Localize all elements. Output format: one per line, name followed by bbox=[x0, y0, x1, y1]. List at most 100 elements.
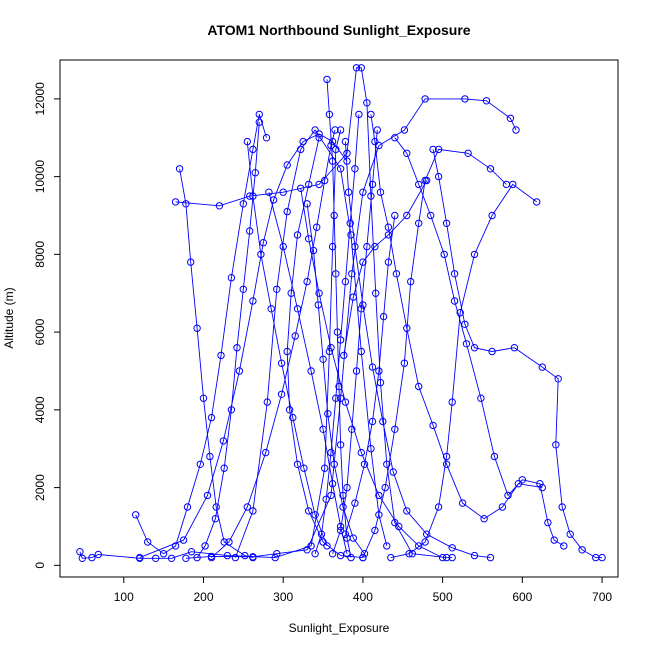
data-point bbox=[375, 511, 383, 519]
data-point bbox=[255, 110, 263, 119]
data-point bbox=[343, 550, 351, 558]
data-point bbox=[360, 550, 369, 558]
data-point bbox=[277, 390, 286, 398]
data-point bbox=[343, 483, 351, 492]
series-line bbox=[135, 114, 267, 555]
data-point bbox=[325, 110, 334, 119]
data-point bbox=[347, 231, 355, 239]
data-point bbox=[578, 546, 586, 554]
y-tick-label: 4000 bbox=[33, 396, 47, 423]
data-point bbox=[379, 312, 388, 321]
data-point bbox=[279, 188, 287, 196]
data-point bbox=[196, 460, 205, 468]
series-6 bbox=[182, 95, 520, 562]
data-point bbox=[303, 546, 311, 554]
data-point bbox=[78, 554, 87, 562]
data-point bbox=[429, 145, 437, 154]
data-point bbox=[448, 553, 456, 562]
data-point bbox=[303, 200, 311, 208]
data-point bbox=[220, 464, 228, 472]
data-point bbox=[289, 413, 297, 422]
data-point bbox=[348, 270, 356, 278]
data-point bbox=[328, 242, 337, 251]
data-point bbox=[352, 64, 361, 72]
data-point bbox=[387, 553, 395, 562]
data-point bbox=[285, 406, 294, 414]
data-point bbox=[357, 305, 365, 313]
data-point bbox=[343, 149, 351, 158]
data-point bbox=[283, 161, 291, 169]
data-point bbox=[332, 270, 340, 278]
data-point bbox=[207, 553, 216, 562]
data-point bbox=[352, 367, 361, 375]
series-23 bbox=[297, 184, 447, 562]
series-4 bbox=[171, 64, 456, 562]
data-point bbox=[392, 270, 401, 278]
data-point bbox=[488, 347, 496, 356]
data-point bbox=[367, 110, 375, 119]
y-tick-label: 10000 bbox=[33, 160, 47, 194]
data-point bbox=[391, 134, 399, 142]
data-point bbox=[293, 305, 302, 313]
data-point bbox=[171, 198, 180, 206]
data-point bbox=[405, 550, 413, 558]
data-point bbox=[132, 511, 140, 519]
data-point bbox=[341, 277, 350, 286]
series-20 bbox=[328, 126, 381, 558]
data-point bbox=[538, 363, 546, 371]
data-point bbox=[383, 542, 391, 550]
series-line bbox=[268, 192, 348, 554]
data-point bbox=[182, 200, 190, 208]
data-point bbox=[323, 542, 331, 550]
data-point bbox=[336, 336, 345, 344]
data-point bbox=[373, 126, 381, 134]
data-point bbox=[333, 328, 342, 336]
data-point bbox=[461, 95, 469, 103]
data-point bbox=[321, 176, 329, 185]
data-point bbox=[207, 413, 216, 422]
data-point bbox=[315, 130, 323, 138]
data-point bbox=[357, 64, 365, 72]
data-point bbox=[220, 538, 228, 546]
data-point bbox=[262, 134, 271, 142]
y-tick-label: 6000 bbox=[33, 318, 47, 345]
data-point bbox=[550, 536, 558, 544]
data-point bbox=[313, 223, 321, 231]
data-point bbox=[391, 518, 399, 527]
series-12 bbox=[341, 137, 495, 562]
data-point bbox=[395, 522, 403, 531]
data-point bbox=[442, 452, 451, 461]
x-tick-label: 700 bbox=[592, 590, 612, 604]
data-point bbox=[363, 242, 371, 251]
data-point bbox=[341, 137, 350, 146]
series-2 bbox=[132, 110, 271, 558]
data-point bbox=[375, 491, 383, 500]
data-point bbox=[351, 499, 359, 507]
series-line bbox=[139, 133, 348, 559]
data-point bbox=[159, 550, 168, 558]
x-tick-label: 200 bbox=[193, 590, 213, 604]
data-point bbox=[231, 553, 240, 562]
data-point bbox=[303, 277, 311, 286]
data-point bbox=[335, 382, 343, 391]
data-point bbox=[456, 309, 464, 317]
data-point bbox=[76, 548, 84, 556]
series-line bbox=[179, 168, 254, 559]
data-point bbox=[243, 503, 252, 511]
data-point bbox=[376, 188, 385, 196]
data-point bbox=[458, 499, 467, 507]
data-point bbox=[400, 359, 409, 367]
data-point bbox=[324, 410, 332, 418]
data-point bbox=[384, 258, 393, 266]
x-axis: 100 200 300 400 500 600 700 bbox=[114, 576, 612, 604]
data-point bbox=[327, 491, 335, 500]
data-point bbox=[518, 476, 526, 484]
data-point bbox=[305, 507, 313, 515]
series-24 bbox=[340, 176, 431, 360]
data-point bbox=[182, 554, 190, 562]
data-point bbox=[371, 526, 379, 535]
data-point bbox=[193, 553, 201, 562]
data-point bbox=[421, 95, 429, 103]
data-point bbox=[259, 239, 267, 247]
